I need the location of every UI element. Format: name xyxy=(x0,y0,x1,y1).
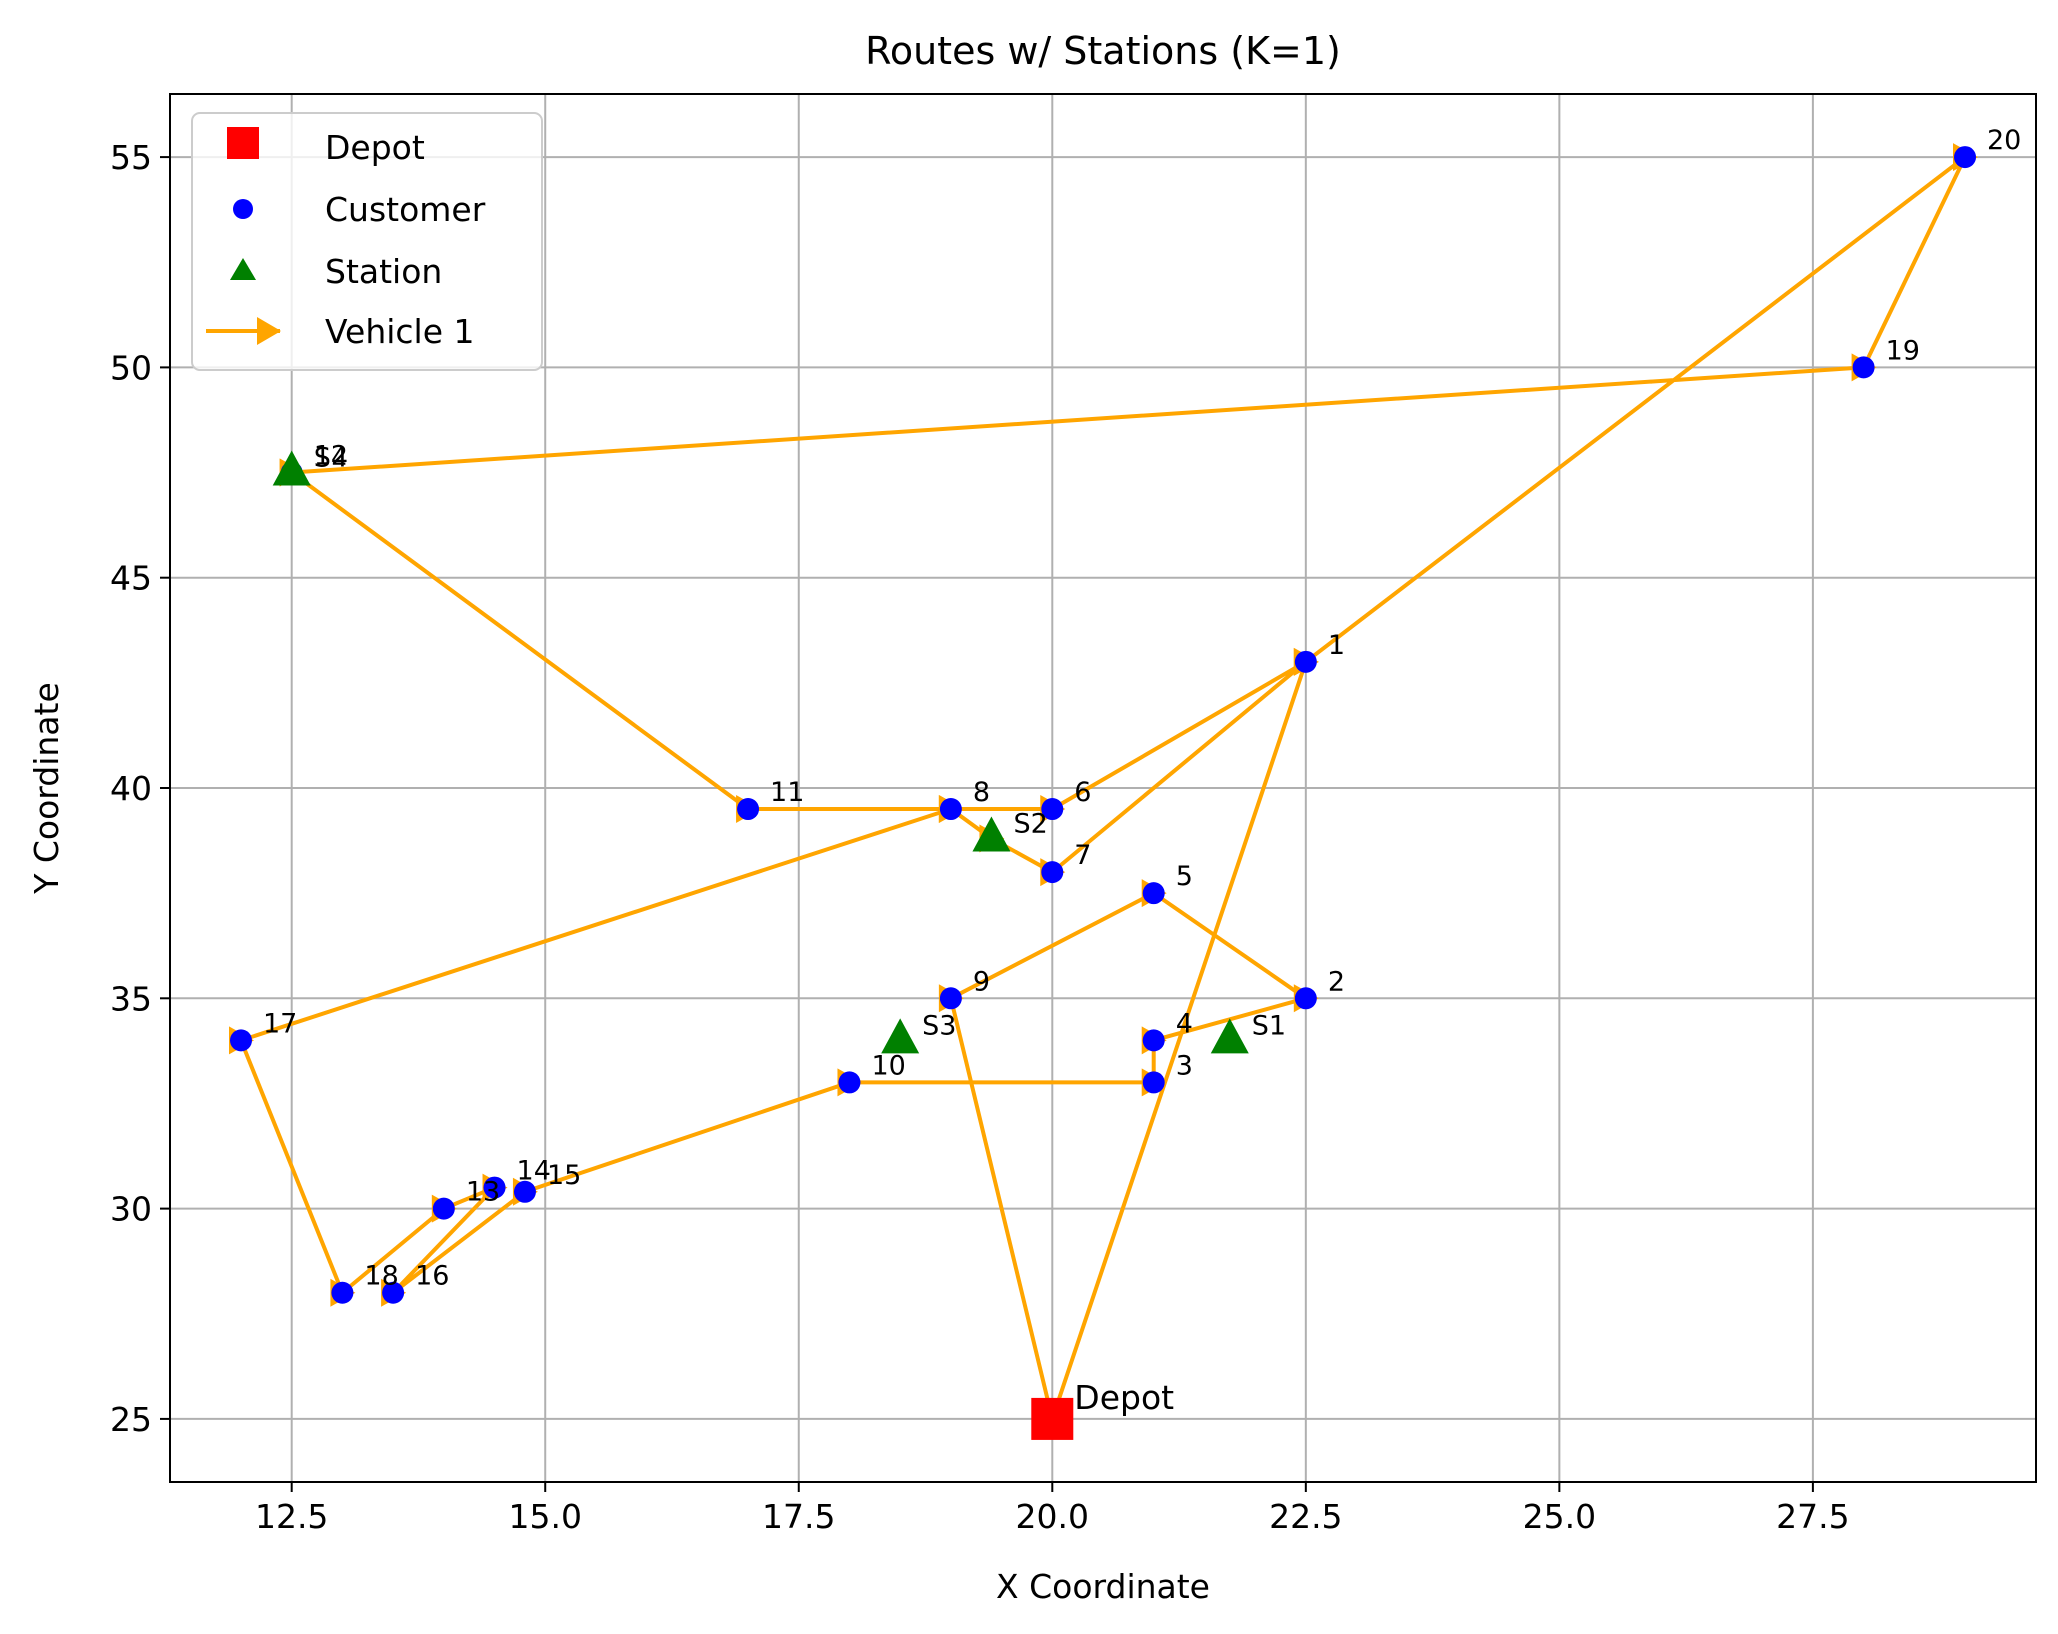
customer-label: 17 xyxy=(263,1008,297,1039)
customer-marker xyxy=(838,1071,860,1093)
y-tick-label: 35 xyxy=(110,979,152,1018)
customer-label: 18 xyxy=(364,1261,398,1292)
customer-label: 6 xyxy=(1074,777,1091,808)
customer-marker xyxy=(1853,356,1875,378)
customer-label: 13 xyxy=(466,1177,500,1208)
customer-marker xyxy=(230,1029,252,1051)
x-tick-label: 25.0 xyxy=(1523,1497,1596,1536)
chart-title: Routes w/ Stations (K=1) xyxy=(865,29,1341,73)
y-tick-label: 40 xyxy=(110,769,152,808)
customer-label: 2 xyxy=(1328,966,1345,997)
x-tick-label: 20.0 xyxy=(1016,1497,1089,1536)
legend-route-label: Vehicle 1 xyxy=(325,312,475,351)
customer-label: 4 xyxy=(1176,1008,1193,1039)
customer-marker xyxy=(1295,651,1317,673)
legend-customer-marker xyxy=(233,199,253,219)
depot-marker xyxy=(1031,1398,1073,1440)
y-tick-label: 30 xyxy=(110,1190,152,1229)
customer-marker xyxy=(433,1198,455,1220)
legend-customer-label: Customer xyxy=(325,190,486,229)
customer-marker xyxy=(1143,1029,1165,1051)
customer-label: 7 xyxy=(1074,840,1091,871)
customer-marker xyxy=(331,1282,353,1304)
x-tick-label: 27.5 xyxy=(1776,1497,1849,1536)
customer-marker xyxy=(940,798,962,820)
customer-marker xyxy=(737,798,759,820)
customer-label: 11 xyxy=(770,777,804,808)
legend: Depot Customer Station Vehicle 1 xyxy=(192,113,542,370)
customer-label: 14 xyxy=(517,1156,551,1187)
customer-marker xyxy=(1143,882,1165,904)
x-tick-label: 17.5 xyxy=(762,1497,835,1536)
x-tick-label: 15.0 xyxy=(508,1497,581,1536)
customer-label: 3 xyxy=(1176,1050,1193,1081)
y-axis-label: Y Coordinate xyxy=(27,682,66,895)
customer-label: 8 xyxy=(973,777,990,808)
customer-label: 15 xyxy=(547,1160,581,1191)
legend-station-label: Station xyxy=(325,252,442,291)
station-label: S4 xyxy=(314,443,348,474)
y-tick-label: 45 xyxy=(110,559,152,598)
customer-marker xyxy=(1041,861,1063,883)
customer-marker xyxy=(1954,146,1976,168)
customer-marker xyxy=(1295,987,1317,1009)
customer-label: 9 xyxy=(973,966,990,997)
depot-label: Depot xyxy=(1074,1378,1174,1417)
y-tick-label: 25 xyxy=(110,1400,152,1439)
legend-depot-marker xyxy=(227,127,259,159)
customer-label: 1 xyxy=(1328,630,1345,661)
station-label: S3 xyxy=(922,1010,956,1041)
customer-label: 16 xyxy=(415,1261,449,1292)
y-tick-label: 55 xyxy=(110,138,152,177)
x-tick-label: 22.5 xyxy=(1269,1497,1342,1536)
customer-marker xyxy=(1143,1071,1165,1093)
customer-label: 10 xyxy=(871,1050,905,1081)
legend-depot-label: Depot xyxy=(325,128,425,167)
station-label: S2 xyxy=(1013,808,1047,839)
customer-label: 19 xyxy=(1886,335,1920,366)
customer-marker xyxy=(940,987,962,1009)
x-axis-label: X Coordinate xyxy=(996,1567,1210,1606)
customer-label: 20 xyxy=(1987,125,2021,156)
customer-label: 5 xyxy=(1176,861,1193,892)
x-tick-label: 12.5 xyxy=(255,1497,328,1536)
y-tick-label: 50 xyxy=(110,348,152,387)
station-label: S1 xyxy=(1252,1010,1286,1041)
